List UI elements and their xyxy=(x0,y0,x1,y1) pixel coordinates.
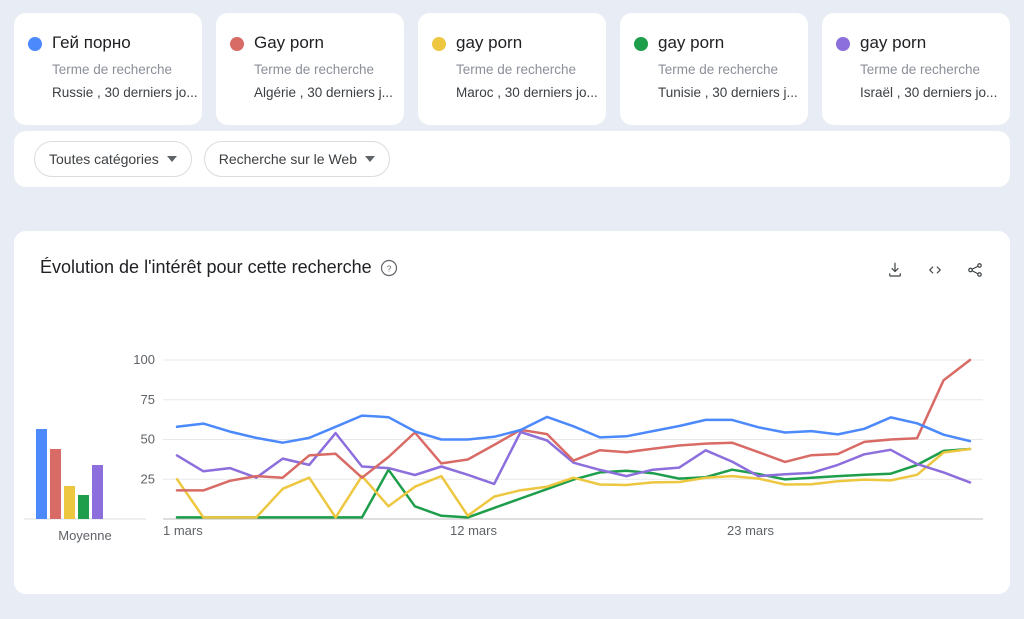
svg-text:23 mars: 23 mars xyxy=(727,523,774,538)
svg-text:1 mars: 1 mars xyxy=(163,523,203,538)
svg-text:75: 75 xyxy=(141,392,155,407)
svg-text:25: 25 xyxy=(141,471,155,486)
svg-text:100: 100 xyxy=(133,352,155,367)
svg-text:50: 50 xyxy=(141,432,155,447)
svg-text:12 mars: 12 mars xyxy=(450,523,497,538)
